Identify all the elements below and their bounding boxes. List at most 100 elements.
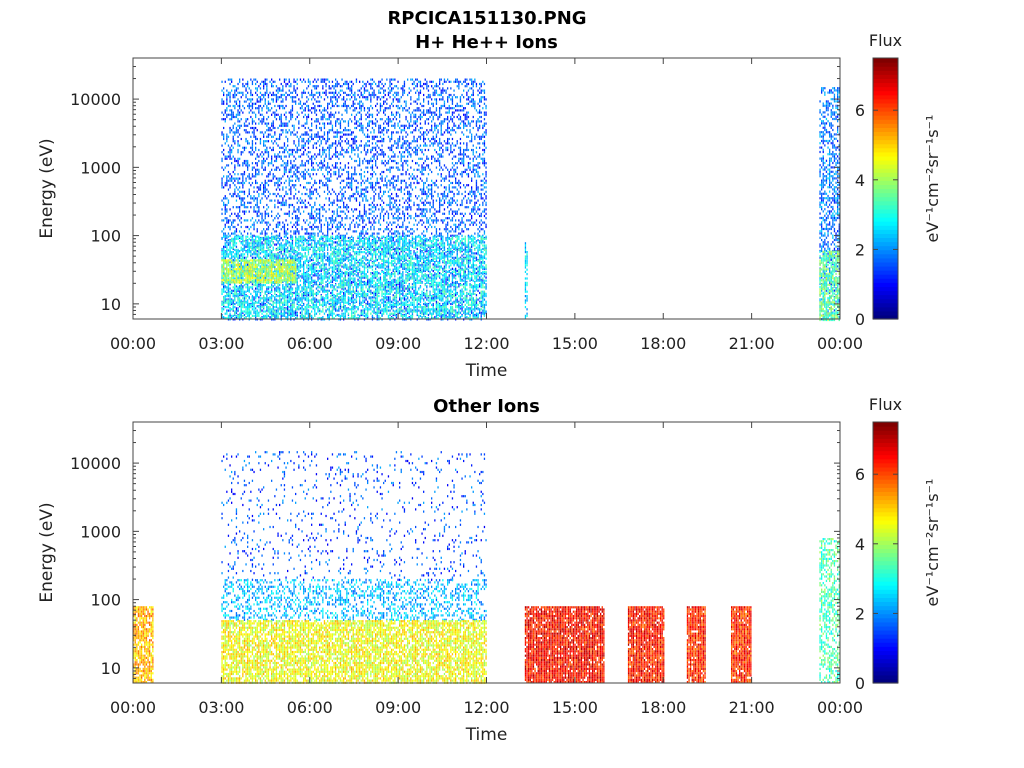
flux-cell bbox=[282, 122, 284, 125]
flux-cell bbox=[282, 107, 284, 110]
flux-cell bbox=[415, 177, 417, 180]
flux-cell bbox=[266, 78, 268, 81]
flux-cell bbox=[387, 115, 390, 119]
flux-cell bbox=[303, 102, 305, 105]
flux-cell bbox=[416, 197, 418, 200]
flux-cell bbox=[287, 212, 289, 215]
flux-cell bbox=[255, 113, 257, 116]
flux-cell bbox=[333, 113, 335, 116]
flux-cell bbox=[381, 309, 383, 312]
flux-cell bbox=[258, 173, 260, 176]
flux-cell bbox=[293, 223, 295, 226]
flux-cell bbox=[403, 232, 406, 235]
flux-cell bbox=[355, 179, 358, 182]
flux-cell bbox=[392, 175, 394, 178]
flux-cell bbox=[288, 85, 290, 88]
flux-cell bbox=[266, 228, 268, 231]
flux-cell bbox=[346, 87, 348, 90]
flux-cell bbox=[264, 221, 266, 224]
flux-cell bbox=[328, 85, 330, 88]
flux-cell bbox=[402, 155, 404, 158]
flux-cell bbox=[235, 195, 238, 198]
flux-cell bbox=[370, 113, 372, 116]
flux-cell bbox=[279, 137, 281, 141]
flux-cell bbox=[221, 179, 223, 182]
flux-cell bbox=[227, 78, 230, 81]
flux-cell bbox=[339, 151, 342, 154]
flux-cell bbox=[282, 100, 284, 103]
flux-cell bbox=[421, 309, 423, 312]
flux-cell bbox=[331, 276, 334, 279]
flux-cell bbox=[311, 214, 313, 218]
flux-cell bbox=[415, 278, 417, 281]
flux-cell bbox=[341, 287, 343, 290]
flux-cell bbox=[290, 113, 292, 116]
flux-cell bbox=[256, 305, 258, 308]
flux-cell bbox=[410, 102, 412, 105]
flux-cell bbox=[311, 133, 313, 136]
flux-cell bbox=[224, 239, 226, 242]
flux-cell bbox=[413, 274, 415, 277]
flux-cell bbox=[242, 146, 244, 149]
flux-cell bbox=[391, 146, 393, 149]
flux-cell bbox=[317, 300, 319, 303]
flux-cell bbox=[336, 155, 338, 158]
flux-cell bbox=[408, 111, 410, 114]
flux-cell bbox=[344, 80, 346, 83]
flux-cell bbox=[253, 120, 255, 123]
flux-cell bbox=[263, 144, 265, 147]
flux-cell bbox=[386, 203, 388, 207]
flux-cell bbox=[275, 113, 278, 116]
flux-cell bbox=[397, 146, 399, 149]
flux-cell bbox=[255, 78, 257, 81]
flux-cell bbox=[242, 250, 244, 253]
flux-cell bbox=[351, 91, 353, 94]
flux-cell bbox=[346, 80, 348, 83]
flux-cell bbox=[247, 162, 249, 165]
flux-cell bbox=[320, 129, 322, 132]
flux-cell bbox=[261, 221, 263, 224]
flux-cell bbox=[413, 115, 415, 119]
flux-cell bbox=[315, 162, 318, 165]
flux-cell bbox=[277, 201, 279, 204]
flux-cell bbox=[355, 230, 358, 233]
flux-cell bbox=[327, 188, 329, 191]
flux-cell bbox=[223, 228, 225, 231]
flux-cell bbox=[357, 214, 359, 218]
flux-cell bbox=[383, 151, 385, 154]
flux-cell bbox=[298, 208, 300, 211]
flux-cell bbox=[387, 289, 390, 292]
flux-cell bbox=[387, 146, 390, 149]
flux-cell bbox=[344, 258, 346, 262]
flux-cell bbox=[365, 252, 367, 255]
flux-cell bbox=[355, 208, 358, 211]
flux-cell bbox=[365, 263, 367, 266]
flux-cell bbox=[248, 102, 250, 105]
flux-cell bbox=[365, 186, 367, 189]
flux-cell bbox=[328, 113, 330, 116]
flux-cell bbox=[312, 102, 314, 105]
flux-cell bbox=[223, 197, 225, 200]
flux-cell bbox=[419, 250, 422, 253]
flux-cell bbox=[309, 234, 311, 237]
flux-cell bbox=[296, 111, 298, 114]
flux-cell bbox=[266, 82, 268, 86]
flux-cell bbox=[352, 137, 354, 141]
flux-cell bbox=[245, 239, 247, 242]
flux-cell bbox=[226, 157, 228, 160]
flux-cell bbox=[243, 190, 246, 193]
flux-cell bbox=[418, 80, 420, 83]
flux-cell bbox=[384, 190, 386, 193]
flux-cell bbox=[419, 82, 422, 86]
flux-cell bbox=[371, 181, 374, 185]
flux-cell bbox=[379, 124, 382, 127]
flux-cell bbox=[322, 85, 324, 88]
flux-cell bbox=[365, 142, 367, 145]
flux-cell bbox=[349, 228, 351, 231]
flux-cell bbox=[346, 267, 348, 270]
flux-cell bbox=[291, 109, 294, 112]
flux-cell bbox=[355, 80, 358, 83]
flux-cell bbox=[400, 146, 402, 149]
flux-cell bbox=[367, 186, 369, 189]
flux-cell bbox=[328, 166, 330, 169]
